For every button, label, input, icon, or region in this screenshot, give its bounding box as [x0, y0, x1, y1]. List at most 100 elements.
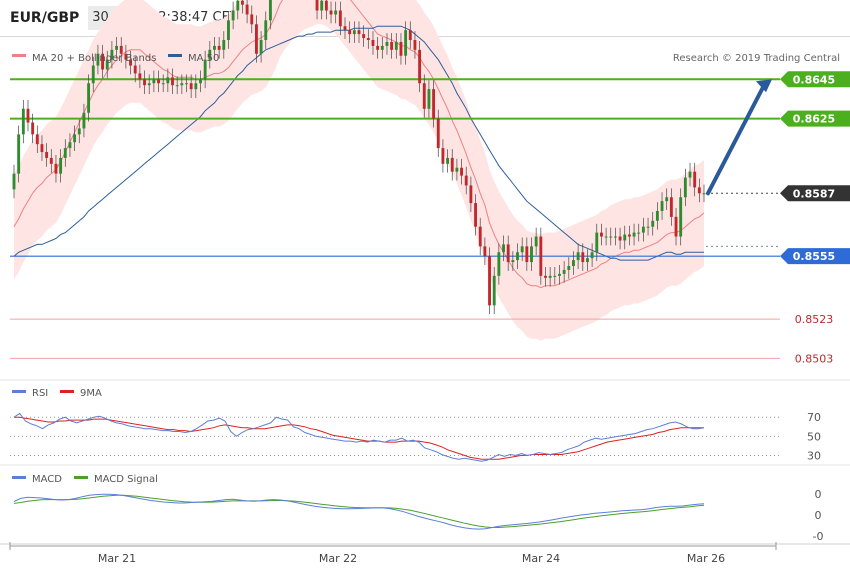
candle-body	[124, 53, 128, 60]
legend-swatch-macd	[12, 476, 26, 479]
candle	[702, 184, 706, 203]
candle-body	[511, 260, 515, 263]
candle-body	[203, 59, 207, 80]
candle-body	[530, 246, 533, 263]
candle	[259, 31, 263, 63]
candle	[697, 178, 701, 203]
candle-body	[534, 236, 538, 247]
candle	[436, 109, 440, 157]
candle	[660, 192, 664, 220]
candle	[348, 21, 352, 43]
candle-body	[166, 77, 170, 84]
candle-body	[143, 79, 146, 86]
candle-body	[175, 85, 179, 87]
currency-pair-title: EUR/GBP	[10, 10, 80, 26]
candle	[129, 50, 132, 75]
candle	[315, 0, 319, 20]
candle	[422, 74, 426, 118]
candle-body	[478, 226, 482, 247]
candle-body	[688, 171, 692, 178]
candle-body	[464, 175, 468, 186]
candle-body	[567, 266, 571, 270]
candle-body	[49, 157, 53, 164]
candle	[68, 133, 72, 157]
candle-body	[138, 73, 142, 80]
candle-body	[343, 26, 347, 31]
candle-body	[12, 173, 16, 190]
candle	[59, 149, 63, 183]
candle-body	[329, 10, 333, 15]
candle-body	[483, 246, 487, 257]
candle	[376, 37, 380, 59]
candle	[366, 29, 370, 49]
candle-body	[376, 45, 380, 50]
candle-body	[637, 232, 641, 234]
target-level-label: 0.8503	[795, 352, 834, 365]
candle-body	[446, 157, 450, 164]
candle	[674, 208, 678, 246]
legend-label-ma50: MA 50	[188, 53, 219, 64]
candle	[455, 158, 459, 181]
candle-body	[441, 148, 445, 164]
candle-body	[539, 236, 543, 276]
candle	[516, 243, 519, 269]
candle-body	[432, 89, 436, 119]
candle-body	[586, 258, 589, 263]
candle-body	[115, 45, 119, 50]
candle-body	[101, 53, 105, 70]
price-tag-label: 0.8645	[793, 73, 835, 86]
candle-body	[63, 148, 67, 158]
candle	[646, 217, 650, 236]
candle	[352, 21, 356, 43]
candle-body	[488, 256, 491, 306]
legend-label-rsi: RSI	[32, 388, 48, 399]
candle-body	[245, 4, 249, 15]
candle	[590, 243, 594, 267]
candle-body	[544, 275, 547, 278]
candle-body	[213, 45, 216, 50]
candle	[637, 223, 641, 242]
candle-body	[348, 30, 352, 35]
candle	[320, 0, 324, 20]
candle-body	[110, 49, 114, 60]
candle-body	[548, 275, 552, 278]
candle-body	[362, 34, 366, 39]
candle-body	[222, 40, 226, 50]
candle	[26, 99, 30, 132]
candle	[478, 217, 482, 256]
candle	[469, 176, 473, 212]
candle-body	[77, 128, 81, 135]
candle-body	[334, 10, 338, 15]
rsi-tick-label: 30	[807, 449, 821, 462]
rsi-tick-label: 50	[807, 430, 821, 443]
candle-body	[590, 252, 594, 259]
candle	[45, 143, 49, 167]
candle-body	[679, 197, 683, 237]
candle-body	[338, 10, 342, 27]
candle	[558, 265, 561, 285]
candle-body	[35, 134, 39, 145]
x-tick-label: Mar 24	[522, 552, 560, 565]
candle	[562, 261, 566, 283]
candle-body	[268, 0, 272, 21]
candle	[250, 5, 254, 34]
candle-body	[91, 65, 95, 84]
candle	[371, 31, 375, 55]
candle	[623, 225, 627, 250]
candle	[394, 33, 398, 59]
candle-body	[553, 275, 557, 277]
macd-tick-label: -0	[813, 530, 824, 543]
candle-body	[436, 118, 440, 149]
candle-body	[627, 234, 631, 237]
candle	[227, 11, 230, 49]
candle	[21, 99, 25, 144]
candle	[17, 125, 21, 183]
candle-body	[418, 49, 422, 84]
candle-body	[161, 83, 165, 85]
price-tag-0.8625	[780, 110, 850, 127]
candle	[693, 162, 697, 197]
candle-body	[324, 0, 328, 11]
candle	[138, 64, 142, 89]
candle	[427, 80, 431, 118]
candle	[180, 74, 184, 95]
